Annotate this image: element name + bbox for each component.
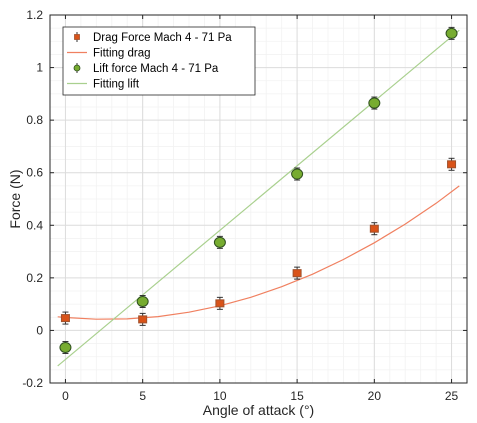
legend-entry-label: Lift force Mach 4 - 71 Pa [93, 63, 219, 75]
fit-line [57, 185, 460, 320]
lift-point [445, 27, 458, 39]
y-tick-label: 0.8 [26, 113, 43, 127]
drag-point [215, 299, 225, 308]
legend-entry-label: Fitting drag [93, 48, 151, 60]
x-tick-label: 15 [290, 389, 304, 403]
y-tick-label: 0.4 [26, 218, 43, 232]
drag-point [447, 160, 457, 169]
drag-point [369, 224, 379, 233]
legend: Drag Force Mach 4 - 71 Pa Fitting drag Lif… [62, 26, 256, 96]
lift-point [368, 97, 381, 109]
x-axis-label: Angle of attack (°) [203, 402, 314, 418]
legend-entry-label: Fitting lift [93, 79, 140, 91]
legend-entry-label: Drag Force Mach 4 - 71 Pa [93, 32, 232, 44]
lift-point [136, 296, 149, 308]
x-tick-label: 25 [445, 389, 459, 403]
x-tick-label: 20 [368, 389, 382, 403]
plot-frame [49, 14, 468, 384]
drag-point [138, 315, 148, 324]
lift-point [213, 236, 226, 248]
lift-point [291, 168, 304, 180]
x-tick-label: 0 [62, 389, 69, 403]
x-tick-label: 10 [213, 389, 227, 403]
y-tick-label: 1.2 [26, 8, 43, 22]
legend-box [62, 26, 256, 96]
legend-circle-marker [73, 64, 81, 72]
axes: 0 5 10 15 20 25 -0.2 0 0.2 0.4 0.6 0.8 1 1.2 [22, 8, 468, 403]
y-tick-label: 0.2 [26, 271, 43, 285]
fit-line [57, 29, 460, 367]
legend-square-marker [74, 34, 80, 40]
y-tick-label: 0.6 [26, 166, 43, 180]
y-tick-label: 0 [36, 323, 43, 337]
plot-marks [57, 26, 460, 367]
y-axis-label: Force (N) [7, 169, 23, 228]
y-tick-label: -0.2 [22, 376, 43, 390]
lift-point [59, 342, 72, 354]
y-tick-label: 1 [36, 61, 43, 75]
drag-point [60, 314, 70, 323]
drag-point [292, 269, 302, 278]
x-tick-label: 5 [139, 389, 146, 403]
